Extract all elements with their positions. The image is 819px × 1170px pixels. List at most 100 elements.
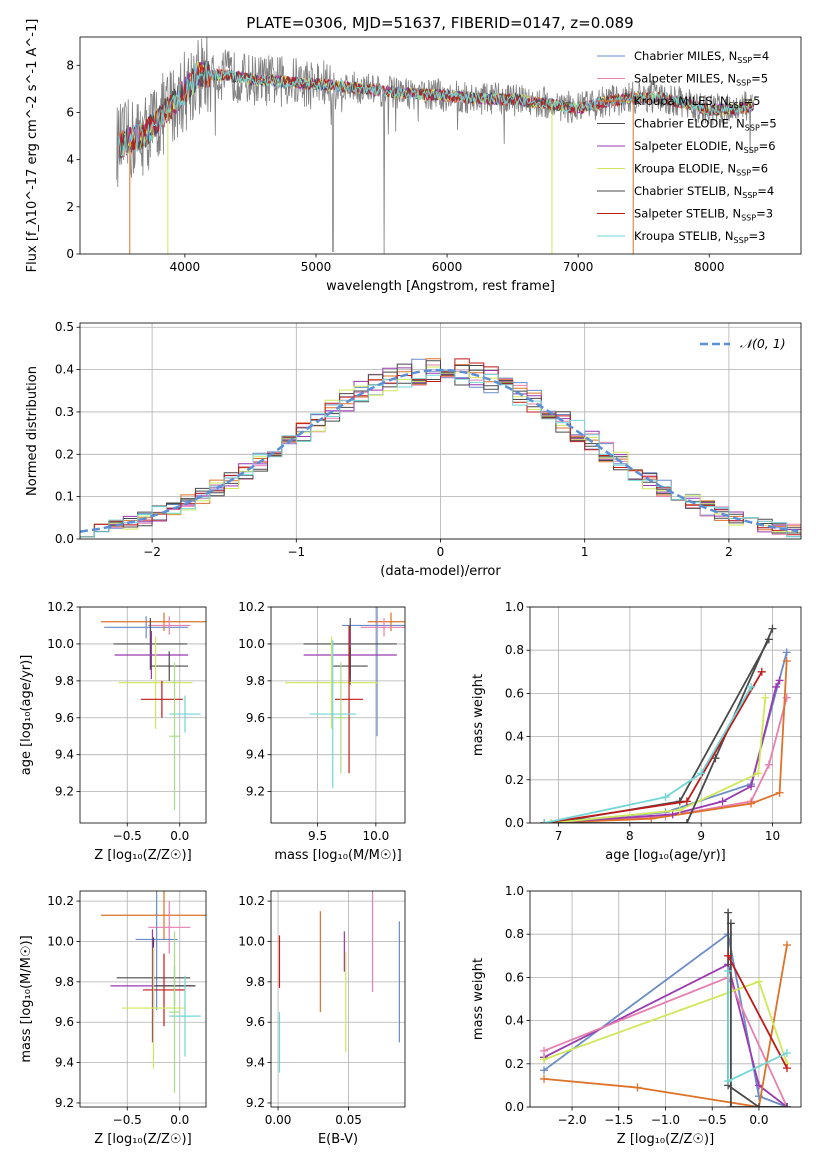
x-tick-label: 1 — [581, 545, 589, 559]
y-tick-label: 1.0 — [505, 884, 524, 898]
legend-label: Chabrier ELODIE, NSSP=5 — [634, 117, 777, 133]
y-tick-label: 2 — [66, 200, 74, 214]
legend-subscript: SSP — [741, 214, 756, 223]
x-tick-label: 5000 — [301, 260, 332, 274]
legend-label: Salpeter STELIB, NSSP=3 — [634, 207, 773, 223]
weight-marker — [540, 1066, 549, 1075]
weight-marker — [661, 793, 670, 802]
x-axis-label: Z [log₁₀(Z/Z☉)] — [617, 1132, 714, 1147]
plot-area — [540, 908, 791, 1107]
legend-count: =3 — [749, 229, 766, 243]
weight-line — [727, 970, 788, 1083]
x-tick-label: 0.00 — [265, 1113, 292, 1127]
plot-area — [116, 37, 754, 254]
legend-label: Chabrier STELIB, NSSP=4 — [634, 184, 774, 200]
weight-marker — [782, 1103, 791, 1107]
x-tick-label: 10 — [765, 829, 780, 843]
y-tick-label: 9.6 — [55, 711, 74, 725]
y-tick-label: 8 — [66, 58, 74, 72]
y-tick-label: 0.4 — [505, 1014, 524, 1028]
y-tick-label: 10.2 — [47, 894, 74, 908]
legend-label: Kroupa MILES, NSSP=5 — [634, 94, 760, 110]
legend-label: Kroupa ELODIE, NSSP=6 — [634, 162, 768, 178]
weight-marker — [724, 951, 733, 960]
legend-subscript: SSP — [742, 191, 757, 200]
grid — [530, 606, 801, 824]
x-tick-label: −1.0 — [651, 1113, 680, 1127]
x-tick-label: 8 — [626, 829, 634, 843]
y-tick-label: 10.2 — [47, 600, 74, 614]
y-axis-label: Normed distribution — [25, 366, 40, 496]
legend-count: =4 — [757, 184, 774, 198]
grid — [80, 891, 206, 1107]
legend-subscript: SSP — [736, 79, 751, 88]
x-tick-label: −2.0 — [557, 1113, 586, 1127]
y-tick-label: 0.0 — [505, 816, 524, 830]
weight-line — [543, 944, 788, 1107]
y-tick-label: 0.2 — [505, 773, 524, 787]
y-tick-label: 0.0 — [505, 1100, 524, 1114]
weight-marker — [540, 819, 549, 823]
y-tick-label: 9.8 — [55, 975, 74, 989]
y-tick-label: 0.8 — [505, 927, 524, 941]
legend-count: =6 — [751, 162, 768, 176]
weight-marker — [747, 782, 756, 791]
x-tick-label: −0.5 — [113, 829, 142, 843]
legend-subscript: SSP — [729, 101, 744, 110]
weight-marker — [768, 624, 777, 633]
weight-line — [544, 686, 752, 823]
y-tick-label: 9.8 — [55, 674, 74, 688]
weight-marker — [718, 797, 727, 806]
legend-count: =3 — [756, 207, 773, 221]
weight-marker — [675, 806, 684, 815]
x-tick-label: −1.5 — [604, 1113, 633, 1127]
weight-marker — [726, 1103, 735, 1107]
panel-0: 4000 5000 6000 7000 8000 0 2 4 6 8 wavelength [Ang… — [25, 19, 802, 294]
weight-marker — [754, 977, 763, 986]
x-tick-label: 6000 — [432, 260, 463, 274]
x-tick-label: 0.05 — [335, 1113, 362, 1127]
x-tick-label: 0.0 — [749, 1113, 768, 1127]
weight-marker — [668, 810, 677, 819]
weight-marker — [775, 788, 784, 797]
y-tick-label: 0.1 — [55, 490, 74, 504]
weight-line — [551, 638, 770, 823]
weight-marker — [682, 819, 691, 823]
plot-area — [278, 891, 400, 1073]
axes-frame — [529, 606, 802, 824]
y-tick-label: 0.5 — [55, 320, 74, 334]
y-tick-label: 10.2 — [238, 600, 265, 614]
y-tick-label: 9.4 — [55, 748, 74, 762]
y-axis-label: mass weight — [471, 674, 486, 756]
weight-marker — [724, 1077, 733, 1086]
x-tick-label: 0.0 — [170, 829, 189, 843]
weight-line — [727, 955, 788, 1069]
y-tick-label: 6 — [66, 105, 74, 119]
axes-frame — [529, 890, 802, 1108]
weight-marker — [540, 1046, 549, 1055]
grid — [271, 606, 405, 823]
x-axis-label: E(B-V) — [318, 1132, 358, 1147]
weight-marker — [772, 682, 781, 691]
weight-marker — [782, 1049, 791, 1057]
weight-marker — [754, 1103, 763, 1107]
y-tick-label: 10.0 — [238, 637, 265, 651]
weight-line — [730, 923, 787, 1107]
axes-frame — [79, 606, 207, 824]
weight-marker — [754, 769, 763, 778]
weight-line — [551, 697, 767, 823]
weight-line — [544, 628, 774, 823]
residual-histogram — [80, 369, 801, 538]
weight-marker — [724, 908, 733, 917]
normal-reference-curve — [80, 368, 799, 533]
y-tick-label: 9.4 — [246, 1056, 265, 1070]
y-tick-label: 9.8 — [246, 975, 265, 989]
axes-frame — [270, 606, 406, 824]
weight-marker — [747, 682, 756, 691]
legend-count: =4 — [752, 49, 769, 63]
legend-subscript: SSP — [734, 236, 749, 245]
x-tick-label: 9.5 — [308, 829, 327, 843]
axes-frame — [270, 890, 406, 1108]
x-tick-label: −0.5 — [113, 1113, 142, 1127]
y-tick-label: 0.4 — [505, 730, 524, 744]
